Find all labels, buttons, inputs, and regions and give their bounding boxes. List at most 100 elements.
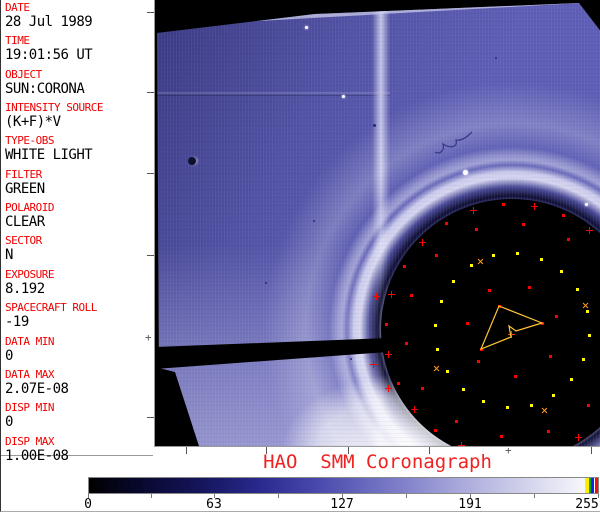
yellow-ring-marker bbox=[530, 404, 533, 407]
colorbar-tick-label: 191 bbox=[458, 497, 482, 512]
polygon-vertex-dot bbox=[480, 348, 483, 351]
outer-red-ring-marker bbox=[458, 442, 465, 446]
white-speck bbox=[584, 202, 588, 206]
colorbar-minor-tick bbox=[151, 494, 152, 498]
metadata-field: DATA MAX 2.07E-08 bbox=[5, 368, 153, 398]
colorbar-tick bbox=[88, 494, 89, 498]
left-axis-tick bbox=[147, 417, 154, 418]
yellow-ring-marker bbox=[462, 388, 465, 391]
colorbar-tick bbox=[470, 494, 471, 498]
metadata-sidebar: DATE 28 Jul 1989 TIME 19:01:56 UT OBJECT SUN:… bbox=[1, 0, 153, 464]
white-speck bbox=[341, 94, 345, 98]
yellow-ring-marker bbox=[570, 378, 573, 381]
metadata-field: POLAROID CLEAR bbox=[5, 202, 153, 231]
field-value: 28 Jul 1989 bbox=[5, 14, 93, 30]
yellow-ring-marker bbox=[452, 280, 455, 283]
outer-red-ring-marker bbox=[397, 382, 400, 385]
field-value: 8.192 bbox=[5, 280, 45, 297]
mid-red-ring-marker bbox=[455, 420, 458, 423]
left-axis-tick bbox=[147, 255, 154, 256]
mid-red-ring-marker bbox=[500, 435, 503, 438]
field-value: (K+F)*V bbox=[5, 114, 61, 131]
field-label: DATE bbox=[5, 1, 30, 14]
pointer-polygon-overlay bbox=[479, 305, 544, 351]
dark-speck bbox=[350, 358, 352, 360]
mid-red-ring-marker bbox=[587, 404, 590, 407]
field-label: SECTOR bbox=[5, 234, 42, 248]
mid-red-ring-marker bbox=[475, 228, 478, 231]
field-value: 0 bbox=[5, 414, 13, 431]
yellow-ring-marker bbox=[576, 288, 579, 291]
field-label: EXPOSURE bbox=[5, 267, 54, 281]
coronagraph-image bbox=[154, 0, 600, 447]
inner-red-ring-marker bbox=[555, 315, 558, 318]
field-label: DISP MIN bbox=[5, 401, 54, 415]
field-value: SUN:CORONA bbox=[5, 80, 85, 97]
field-value: 19:01:56 UT bbox=[5, 47, 93, 64]
yellow-ring-marker bbox=[560, 270, 563, 273]
plus-marker bbox=[370, 361, 377, 368]
outer-red-ring-marker bbox=[562, 214, 565, 217]
colorbar-overlay-stripe bbox=[585, 478, 589, 493]
left-axis-tick bbox=[147, 92, 154, 93]
outer-red-ring-marker bbox=[470, 207, 477, 214]
bottom-axis-tick bbox=[429, 447, 430, 454]
yellow-ring-marker bbox=[482, 400, 485, 403]
colorbar-tick-label: 63 bbox=[206, 497, 222, 512]
dark-speck bbox=[495, 57, 497, 59]
dark-speck bbox=[373, 124, 376, 127]
yellow-ring-marker bbox=[436, 348, 439, 351]
outer-red-ring-marker bbox=[502, 203, 505, 206]
colorbar-tick-label: 0 bbox=[84, 497, 92, 512]
colorbar-minor-tick bbox=[534, 494, 535, 498]
field-label: SPACECRAFT ROLL bbox=[5, 301, 97, 315]
sun-center-bottom-marker: + bbox=[505, 444, 512, 457]
inner-red-ring-marker bbox=[549, 355, 552, 358]
yellow-ring-marker bbox=[470, 264, 473, 267]
yellow-ring-marker bbox=[434, 324, 437, 327]
metadata-field: FILTER GREEN bbox=[5, 168, 153, 198]
outer-red-ring-marker bbox=[586, 227, 593, 234]
yellow-ring-marker bbox=[582, 358, 585, 361]
plus-marker bbox=[373, 293, 380, 300]
inner-red-ring-marker bbox=[528, 286, 531, 289]
metadata-field: TIME 19:01:56 UT bbox=[5, 35, 153, 64]
field-value: WHITE LIGHT bbox=[5, 147, 93, 164]
field-value: GREEN bbox=[5, 180, 45, 197]
bottom-axis-tick bbox=[348, 447, 349, 454]
sun-center-plus bbox=[508, 331, 515, 338]
field-value: 0 bbox=[5, 347, 13, 364]
mid-red-ring-marker bbox=[547, 430, 550, 433]
field-value: CLEAR bbox=[5, 214, 45, 231]
colorbar-overlay-stripe bbox=[591, 478, 594, 493]
colorbar-minor-tick bbox=[406, 494, 407, 498]
metadata-field: EXPOSURE 8.192 bbox=[5, 267, 153, 298]
metadata-field: SECTOR N bbox=[5, 235, 153, 264]
outer-red-ring-marker bbox=[531, 203, 538, 210]
colorbar-tick-label: 127 bbox=[330, 497, 354, 512]
outer-red-ring-marker bbox=[445, 222, 448, 225]
field-label: DISP MAX bbox=[5, 434, 54, 448]
yellow-ring-marker bbox=[552, 394, 555, 397]
colorbar-overlay-stripe bbox=[589, 478, 591, 493]
field-value: -19 bbox=[5, 314, 29, 331]
outer-red-ring-marker bbox=[434, 429, 437, 432]
yellow-ring-marker bbox=[446, 370, 449, 373]
yellow-ring-marker bbox=[506, 406, 509, 409]
yellow-ring-marker bbox=[540, 258, 543, 261]
inner-red-ring-marker bbox=[477, 360, 480, 363]
field-value: N bbox=[5, 247, 13, 264]
mid-red-ring-marker bbox=[410, 294, 413, 297]
yellow-ring-marker bbox=[492, 254, 495, 257]
field-label: INTENSITY SOURCE bbox=[5, 101, 103, 115]
metadata-field: DISP MIN 0 bbox=[5, 402, 153, 431]
field-label: TIME bbox=[5, 34, 30, 48]
outer-red-ring-marker bbox=[411, 406, 418, 413]
page-title: HAO SMM Coronagraph bbox=[263, 451, 492, 473]
outer-red-ring-marker bbox=[385, 323, 388, 326]
pointer-polygon bbox=[479, 305, 544, 351]
inner-red-ring-marker bbox=[488, 289, 491, 292]
colorbar-tick bbox=[342, 494, 343, 498]
yellow-ring-marker bbox=[516, 252, 519, 255]
mid-red-ring-marker bbox=[567, 238, 570, 241]
